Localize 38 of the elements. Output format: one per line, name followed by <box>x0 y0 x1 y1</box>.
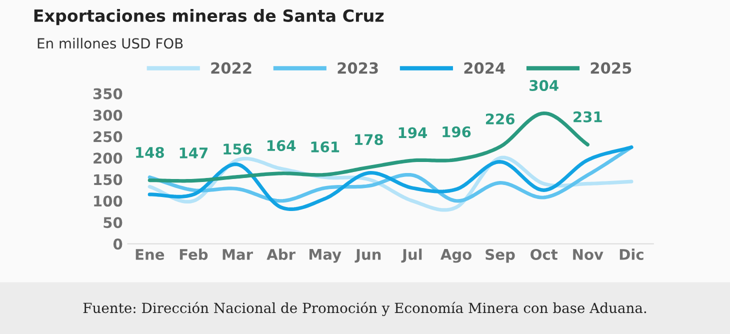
legend-label: 2024 <box>464 62 505 74</box>
data-label: 148 <box>136 146 164 158</box>
x-tick-label: Jul <box>401 248 422 263</box>
data-label: 226 <box>486 113 514 124</box>
data-label: 196 <box>442 126 471 138</box>
source-note: Fuente: Dirección Nacional de Promoción y Economía Minera con base Aduana. <box>83 302 646 316</box>
x-tick-label: Oct <box>530 248 558 260</box>
x-tick-label: Dic <box>620 248 644 260</box>
x-tick-label: Ago <box>440 249 472 263</box>
x-tick-label: May <box>309 249 342 263</box>
x-tick-label: Sep <box>486 248 515 263</box>
legend-label: 2025 <box>590 62 632 74</box>
legend-label: 2022 <box>211 62 252 74</box>
x-tick-label: Mar <box>222 249 253 260</box>
x-tick-label: Abr <box>266 248 296 260</box>
data-label: 164 <box>267 140 296 152</box>
y-tick-label: 350 <box>93 88 122 100</box>
legend-label: 2023 <box>338 62 378 74</box>
data-label: 161 <box>311 141 340 152</box>
y-tick-label: 50 <box>104 217 122 228</box>
data-label: 194 <box>398 127 427 138</box>
y-tick-label: 150 <box>94 174 122 186</box>
data-label: 178 <box>355 134 383 146</box>
x-tick-label: Nov <box>573 249 604 260</box>
data-label: 231 <box>574 111 602 122</box>
x-tick-label: Feb <box>180 248 208 260</box>
chart-title: Exportaciones mineras de Santa Cruz <box>34 9 384 26</box>
chart-subtitle: En millones USD FOB <box>38 38 183 49</box>
data-label: 156 <box>224 144 252 155</box>
data-label: 147 <box>180 148 208 158</box>
y-tick-label: 300 <box>93 110 122 121</box>
x-tick-label: Ene <box>136 249 164 260</box>
y-tick-label: 200 <box>94 152 122 164</box>
y-tick-label: 250 <box>94 131 122 142</box>
x-tick-label: Jun <box>354 249 381 263</box>
y-tick-label: 0 <box>113 238 122 250</box>
data-label: 304 <box>530 80 558 92</box>
y-tick-label: 100 <box>94 196 122 207</box>
